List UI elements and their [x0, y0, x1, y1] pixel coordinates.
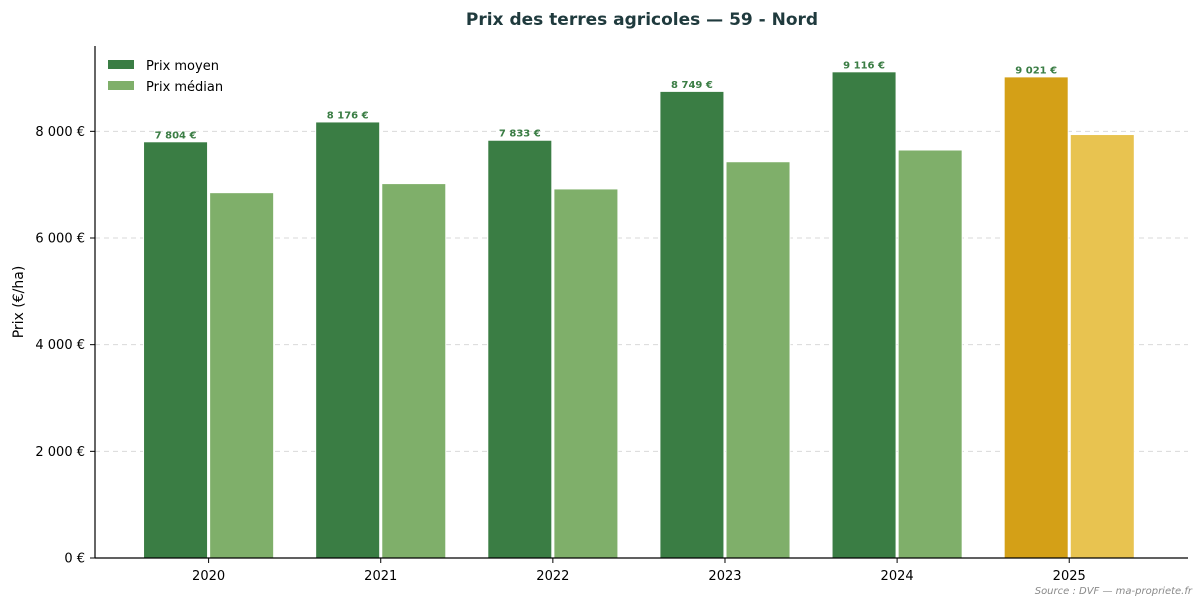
bar-prix-moyen-2022: [487, 139, 553, 559]
bar-prix-moyen-2021: [315, 121, 381, 559]
x-axis-ticks: 2020 2021 2022 2023 2024 2025: [192, 558, 1086, 584]
data-label-2022: 7 833 €: [499, 129, 541, 140]
y-tick-label: 4 000 €: [35, 338, 85, 353]
y-axis-label: Prix (€/ha): [11, 266, 27, 339]
x-tick-label-2023: 2023: [708, 569, 741, 584]
x-tick-label-2024: 2024: [881, 569, 914, 584]
legend: Prix moyen Prix médian: [108, 59, 223, 95]
bar-prix-median-2023: [725, 161, 791, 559]
data-label-2023: 8 749 €: [671, 80, 713, 91]
chart-title: Prix des terres agricoles — 59 - Nord: [466, 10, 818, 30]
y-tick-label: 0 €: [64, 552, 85, 567]
y-tick-label: 2 000 €: [35, 445, 85, 460]
legend-swatch-prix-median: [108, 81, 134, 90]
x-tick-label-2020: 2020: [192, 569, 225, 584]
y-axis-ticks: 0 € 2 000 € 4 000 € 6 000 € 8 000 €: [35, 125, 95, 567]
data-labels: 7 804 € 8 176 € 7 833 € 8 749 € 9 116 € 9 021…: [155, 60, 1057, 141]
bars: [143, 71, 1135, 559]
y-tick-label: 6 000 €: [35, 232, 85, 247]
bar-prix-median-2025: [1069, 134, 1135, 559]
legend-label-prix-moyen: Prix moyen: [146, 59, 219, 74]
x-tick-label-2022: 2022: [536, 569, 569, 584]
data-label-2025: 9 021 €: [1015, 65, 1057, 76]
legend-swatch-prix-moyen: [108, 60, 134, 69]
bar-prix-median-2020: [209, 192, 275, 559]
bar-prix-moyen-2024: [831, 71, 897, 559]
x-tick-label-2025: 2025: [1053, 569, 1086, 584]
bar-prix-moyen-2023: [659, 90, 725, 559]
x-tick-label-2021: 2021: [364, 569, 397, 584]
bar-prix-median-2024: [897, 149, 963, 559]
data-label-2020: 7 804 €: [155, 130, 197, 141]
data-label-2024: 9 116 €: [843, 60, 885, 71]
bar-prix-median-2021: [381, 183, 447, 559]
data-label-2021: 8 176 €: [327, 110, 369, 121]
source-note: Source : DVF — ma-propriete.fr: [1035, 586, 1193, 597]
bar-prix-median-2022: [553, 188, 619, 559]
legend-label-prix-median: Prix médian: [146, 80, 223, 95]
bar-prix-moyen-2025: [1003, 76, 1069, 559]
bar-prix-moyen-2020: [143, 141, 209, 559]
y-tick-label: 8 000 €: [35, 125, 85, 140]
